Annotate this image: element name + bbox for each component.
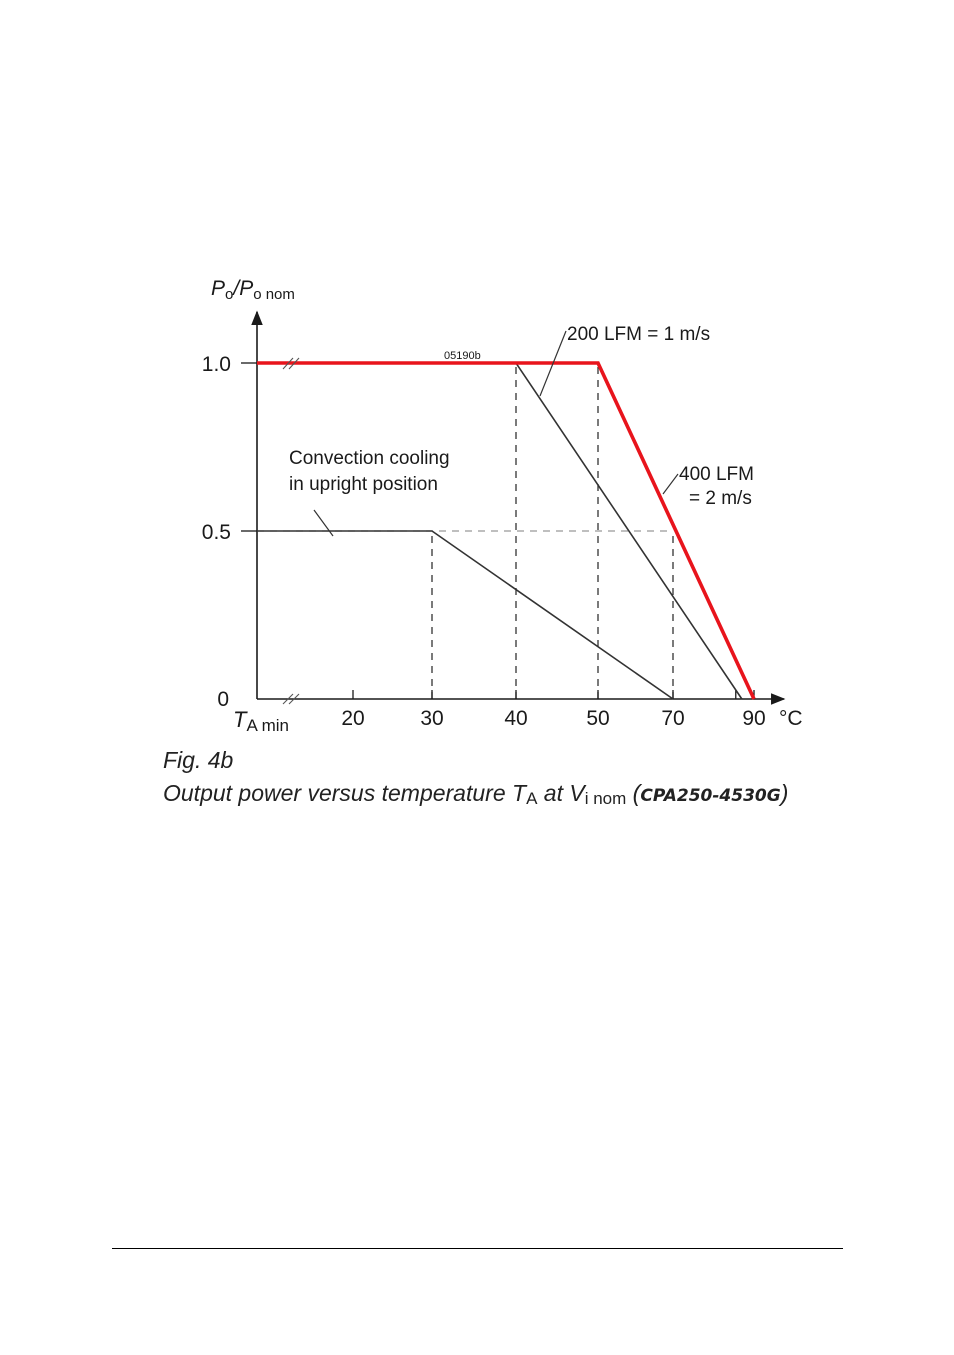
lfm200-leader-line bbox=[539, 330, 567, 397]
lfm400-leader-line bbox=[662, 473, 679, 495]
series-line-2 bbox=[257, 361, 756, 700]
figure-number: Fig. 4b bbox=[163, 747, 234, 773]
lfm200-annotation: 200 LFM = 1 m/s bbox=[567, 324, 710, 345]
x-tick-label-70: 70 bbox=[661, 707, 684, 730]
convection-annotation-line1: Convection cooling bbox=[289, 448, 450, 469]
series-group bbox=[257, 361, 756, 700]
x-tick-label-50: 50 bbox=[586, 707, 609, 730]
reference-lines bbox=[257, 363, 674, 699]
y-tick-label-1.0: 1.0 bbox=[202, 353, 231, 376]
convection-annotation-line2: in upright position bbox=[289, 474, 438, 495]
x-unit-label: °C bbox=[779, 707, 803, 730]
tick-marks: 20 30 40 50 70 90 0 0.5 1.0 bbox=[202, 353, 766, 730]
x-axis-break-mark bbox=[282, 693, 300, 705]
convection-leader-line bbox=[313, 509, 334, 537]
caption-model-number: CPA250-4530G bbox=[640, 786, 781, 806]
caption-text-mid: at V bbox=[537, 780, 585, 806]
red-line-break-mark bbox=[282, 357, 300, 370]
caption-paren-close: ) bbox=[780, 780, 789, 806]
y-axis-label: Po/Po nom bbox=[211, 277, 295, 303]
caption-paren-open: ( bbox=[626, 780, 641, 806]
figure-caption: Output power versus temperature TA at Vi… bbox=[163, 780, 788, 809]
caption-ta-sub: A bbox=[526, 789, 538, 808]
caption-vi-sub: i nom bbox=[584, 789, 627, 808]
y-tick-label-0.5: 0.5 bbox=[202, 521, 231, 544]
x-axis-min-label: TA min bbox=[233, 707, 289, 735]
footer-rule bbox=[112, 1248, 843, 1249]
y-tick-label-0: 0 bbox=[217, 688, 229, 711]
x-tick-label-20: 20 bbox=[341, 707, 364, 730]
lfm400-annotation-line2: = 2 m/s bbox=[689, 488, 752, 509]
series-line-0 bbox=[257, 530, 674, 700]
x-tick-label-30: 30 bbox=[420, 707, 443, 730]
x-tick-label-40: 40 bbox=[504, 707, 527, 730]
x-tick-label-90: 90 bbox=[742, 707, 765, 730]
caption-text-before: Output power versus temperature T bbox=[163, 780, 527, 806]
lfm400-annotation-line1: 400 LFM bbox=[679, 464, 754, 485]
figure-id-label: 05190b bbox=[444, 350, 481, 362]
